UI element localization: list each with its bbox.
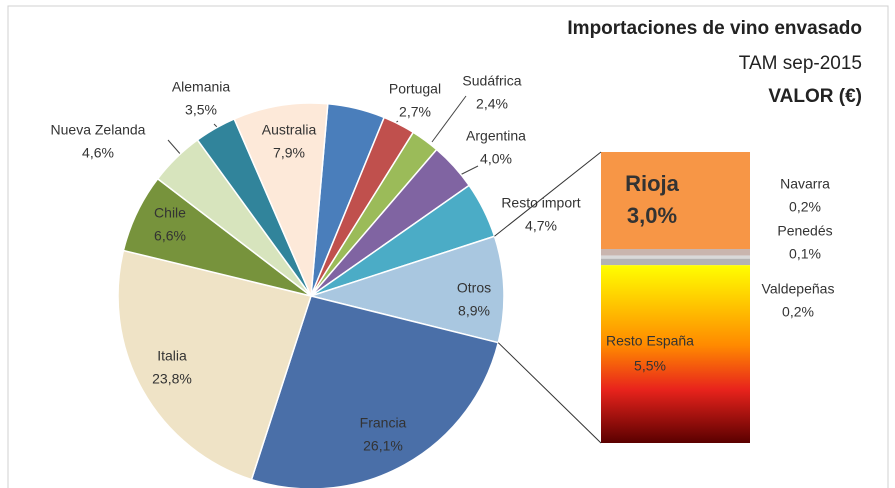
slice-value-label: 2,4% [476,96,508,112]
connector-line [494,151,602,237]
slice-label: Alemania [172,79,231,95]
breakdown-segment [601,265,750,443]
breakdown-segment [601,255,750,259]
slice-label: Portugal [389,81,441,97]
slice-value-label: 7,9% [273,145,305,161]
pie-slice [308,235,505,344]
breakdown-value-label: 0,1% [789,246,821,262]
connector-line [497,342,602,444]
slice-value-label: 2,7% [399,104,431,120]
breakdown-value-label: 3,0% [627,203,677,228]
slice-value-label: 26,1% [363,438,403,454]
frame [7,5,889,488]
slice-label: Nueva Zelanda [51,122,146,138]
pie-slice [233,102,329,297]
breakdown-label: Navarra [780,176,830,192]
slice-label: Chile [154,205,186,221]
breakdown-value-label: 5,5% [634,358,666,374]
slice-value-label: 4,6% [82,145,114,161]
slice-value-label: 4,0% [480,151,512,167]
breakdown-label: Rioja [625,171,680,196]
breakdown-segment [601,249,750,256]
leader-line [167,139,183,157]
chart-title: Importaciones de vino envasado [567,18,862,39]
slice-label: Sudáfrica [462,73,521,89]
breakdown-value-label: 0,2% [782,304,814,320]
leader-line [431,95,467,143]
slice-value-label: 4,7% [525,218,557,234]
breakdown-label: Valdepeñas [762,281,835,297]
breakdown-label: Penedés [777,223,832,239]
slice-value-label: 23,8% [152,371,192,387]
breakdown-label: Resto España [606,333,694,349]
pie-slice [117,249,312,481]
breakdown-segment [601,152,750,249]
chart-subtitle: TAM sep-2015 [739,53,862,74]
slice-label: Argentina [466,128,526,144]
slice-label: Otros [457,280,491,296]
slice-label: Resto import [501,195,580,211]
slice-value-label: 8,9% [458,303,490,319]
slice-label: Francia [360,415,407,431]
slice-value-label: 3,5% [185,102,217,118]
slice-label: Australia [262,122,317,138]
slice-value-label: 6,6% [154,228,186,244]
breakdown-segment [601,258,750,266]
breakdown-value-label: 0,2% [789,199,821,215]
measure-label: VALOR (€) [768,86,862,107]
slice-label: Italia [157,348,187,364]
